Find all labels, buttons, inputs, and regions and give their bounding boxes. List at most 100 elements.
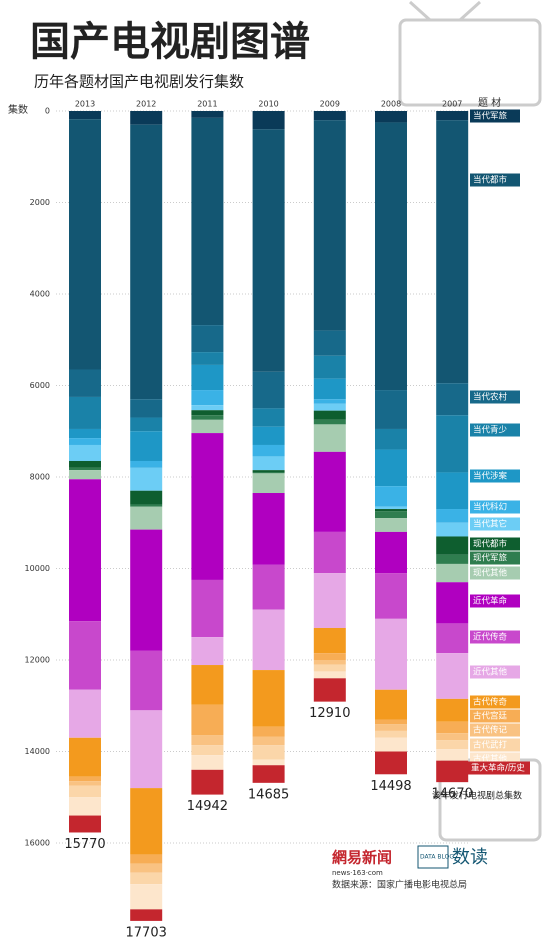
- x-tick-label: 2012: [136, 100, 156, 109]
- bar-segment: [69, 797, 101, 816]
- bar-segment: [252, 564, 285, 610]
- bar-segment: [313, 410, 346, 420]
- bar-segment: [191, 745, 224, 756]
- bar-segment: [69, 689, 101, 738]
- legend-label: 现代其他: [473, 568, 508, 579]
- bar-segment: [252, 726, 285, 737]
- legend-swatch: [470, 500, 520, 514]
- bar-segment: [130, 650, 163, 711]
- bar-segment: [313, 403, 346, 411]
- legend-label: 当代军旅: [473, 111, 508, 122]
- bar-segment: [191, 325, 224, 353]
- bar-segment: [375, 724, 407, 731]
- bar-segment: [375, 573, 407, 619]
- bar-segment: [130, 490, 163, 505]
- bar-segment: [375, 390, 407, 429]
- bar-segment: [191, 769, 224, 795]
- bar-segment: [313, 330, 346, 356]
- x-tick-label: 2010: [258, 100, 278, 109]
- bar-segment: [69, 119, 101, 370]
- bar-segment: [130, 872, 163, 885]
- bar-segment: [252, 736, 285, 746]
- bar-segment: [252, 444, 285, 457]
- bar-segment: [191, 410, 224, 416]
- bar-segment: [252, 765, 285, 783]
- bar-segment: [191, 735, 224, 746]
- bar-segment: [313, 378, 346, 400]
- bar-segment: [436, 383, 469, 416]
- y-tick-label: 0: [45, 107, 50, 116]
- legend-label: 古代传奇: [473, 697, 508, 708]
- chart-subtitle: 历年各题材国产电视剧发行集数: [34, 73, 244, 91]
- bar-segment: [436, 554, 469, 564]
- bar-segment: [130, 788, 163, 855]
- legend-swatch: [470, 709, 520, 723]
- y-tick-label: 8000: [30, 473, 50, 482]
- y-axis-label: 集数: [8, 103, 28, 116]
- bar-segment: [69, 470, 101, 480]
- bar-segment: [313, 399, 346, 404]
- bar-segment: [69, 428, 101, 439]
- legend-swatch: [470, 630, 520, 644]
- bar-segment: [130, 710, 163, 789]
- bar-segment: [375, 730, 407, 738]
- bar-segment: [375, 737, 407, 752]
- x-tick-label: 2007: [442, 100, 462, 109]
- legend-label: 近代其他: [473, 667, 508, 678]
- legend-label: 古代其他: [473, 754, 508, 765]
- bar-segment: [436, 582, 469, 624]
- bar-segment: [375, 122, 407, 391]
- bar-segment: [69, 460, 101, 468]
- bar-segment: [69, 369, 101, 397]
- totals-note: 该年发行电视剧总集数: [432, 790, 522, 802]
- y-tick-label: 6000: [30, 381, 50, 390]
- legend-label: 当代科幻: [473, 502, 507, 513]
- legend-swatch: [470, 695, 520, 709]
- legend-label: 当代都市: [473, 175, 508, 186]
- total-label: 12910: [309, 706, 350, 721]
- bar-segment: [69, 396, 101, 429]
- bar-segment: [375, 689, 407, 720]
- bar-segment: [436, 653, 469, 699]
- y-tick-label: 16000: [25, 839, 50, 848]
- bar-segment: [130, 909, 163, 921]
- legend-swatch: [470, 723, 520, 737]
- bar-segment: [130, 863, 163, 873]
- bar-segment: [313, 660, 346, 665]
- legend-label: 当代农村: [473, 392, 508, 403]
- bar-segment: [69, 111, 101, 120]
- bar-segment: [252, 745, 285, 760]
- bar-segment: [69, 467, 101, 471]
- bar-segment: [436, 111, 469, 121]
- bar-segment: [436, 509, 469, 523]
- bar-segment: [436, 120, 469, 384]
- bar-segment: [313, 120, 346, 331]
- y-tick-label: 2000: [30, 198, 50, 207]
- plot: 0 2000 4000 6000 8000 10000 12000 14000 16000 201…: [25, 100, 473, 941]
- logo: 網易新闻: [332, 849, 392, 867]
- legend-swatch: [470, 566, 520, 580]
- total-label: 15770: [64, 837, 105, 852]
- bar-segment: [191, 704, 224, 736]
- legend-label: 古代武打: [473, 740, 508, 751]
- bar-segment: [252, 670, 285, 727]
- legend-swatch: [470, 594, 520, 608]
- x-tick-label: 2013: [75, 100, 95, 109]
- bar-segment: [375, 618, 407, 690]
- bar-segment: [313, 531, 346, 574]
- bar-segment: [252, 473, 285, 494]
- legend-label: 当代青少: [473, 425, 508, 436]
- bar-segment: [252, 493, 285, 565]
- bar-segment: [69, 737, 101, 777]
- logo-url: news·163·com: [332, 869, 383, 877]
- bar-segment: [191, 117, 224, 326]
- bar-segment: [375, 111, 407, 123]
- bar-segment: [130, 529, 163, 651]
- bar-segment: [191, 364, 224, 391]
- bar-segment: [130, 111, 163, 125]
- bar-segment: [313, 355, 346, 379]
- total-label: 14670: [432, 787, 473, 802]
- bar-segment: [436, 472, 469, 510]
- bar-segment: [375, 449, 407, 487]
